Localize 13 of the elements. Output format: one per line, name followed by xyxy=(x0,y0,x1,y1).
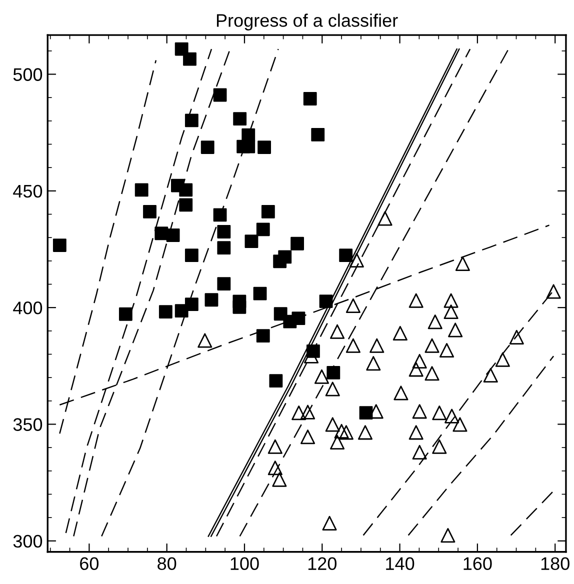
y-tick-label: 400 xyxy=(13,302,42,314)
y-tick-label: 300 xyxy=(13,534,42,548)
x-tick-label: 160 xyxy=(464,557,492,570)
y-tick-label: 450 xyxy=(13,184,42,198)
chart-title: Progress of a classifier xyxy=(216,14,398,30)
x-tick-label: 180 xyxy=(541,557,570,570)
x-tick-label: 80 xyxy=(158,557,176,570)
x-tick-label: 140 xyxy=(386,557,414,570)
x-tick-label: 120 xyxy=(308,557,336,570)
y-tick-label: 350 xyxy=(13,418,42,431)
x-tick-label: 60 xyxy=(80,557,99,570)
y-tick-label: 500 xyxy=(13,68,42,81)
x-tick-label: 100 xyxy=(230,557,259,570)
